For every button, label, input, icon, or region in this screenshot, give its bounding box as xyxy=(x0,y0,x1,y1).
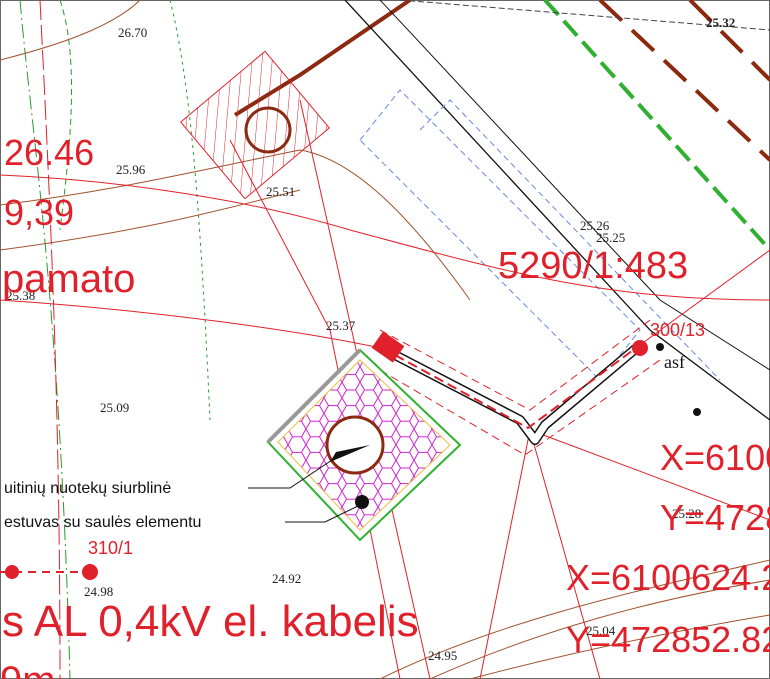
elevation: 25.09 xyxy=(100,400,129,415)
elevation: 24.92 xyxy=(272,571,301,586)
elevation: 25.25 xyxy=(596,230,625,245)
map-label: 9m xyxy=(0,659,56,679)
elevation: 26.70 xyxy=(118,25,147,40)
map-label: X=6100624.2 xyxy=(566,557,770,598)
map-label: 9,39 xyxy=(4,192,74,233)
map-label: X=6100 xyxy=(660,437,770,478)
elevation: 25.96 xyxy=(116,162,146,177)
parcel-number: 300/13 xyxy=(650,320,705,340)
map-label: pamato xyxy=(2,257,135,301)
map-label: s AL 0,4kV el. kabelis xyxy=(2,597,419,646)
map-label: 26.46 xyxy=(4,132,94,173)
map-label: 5290/1:483 xyxy=(498,245,688,287)
callout: estuvas su saulės elementu xyxy=(4,514,201,531)
site-plan: 26.70 25.96 25.51 25.32 25.26 25.25 25.3… xyxy=(0,0,770,679)
map-label: Y=4728 xyxy=(660,497,770,538)
elevation: 25.32 xyxy=(706,15,735,30)
elevation: 24.95 xyxy=(428,648,457,663)
map-label: Y=472852.82 xyxy=(566,619,770,660)
surface-label: asf xyxy=(664,352,685,372)
parcel-number: 310/1 xyxy=(88,538,133,558)
elevation: 25.51 xyxy=(266,184,295,199)
elevation: 25.37 xyxy=(326,318,356,333)
callout: uitinių nuotekų siurblinė xyxy=(4,480,171,497)
